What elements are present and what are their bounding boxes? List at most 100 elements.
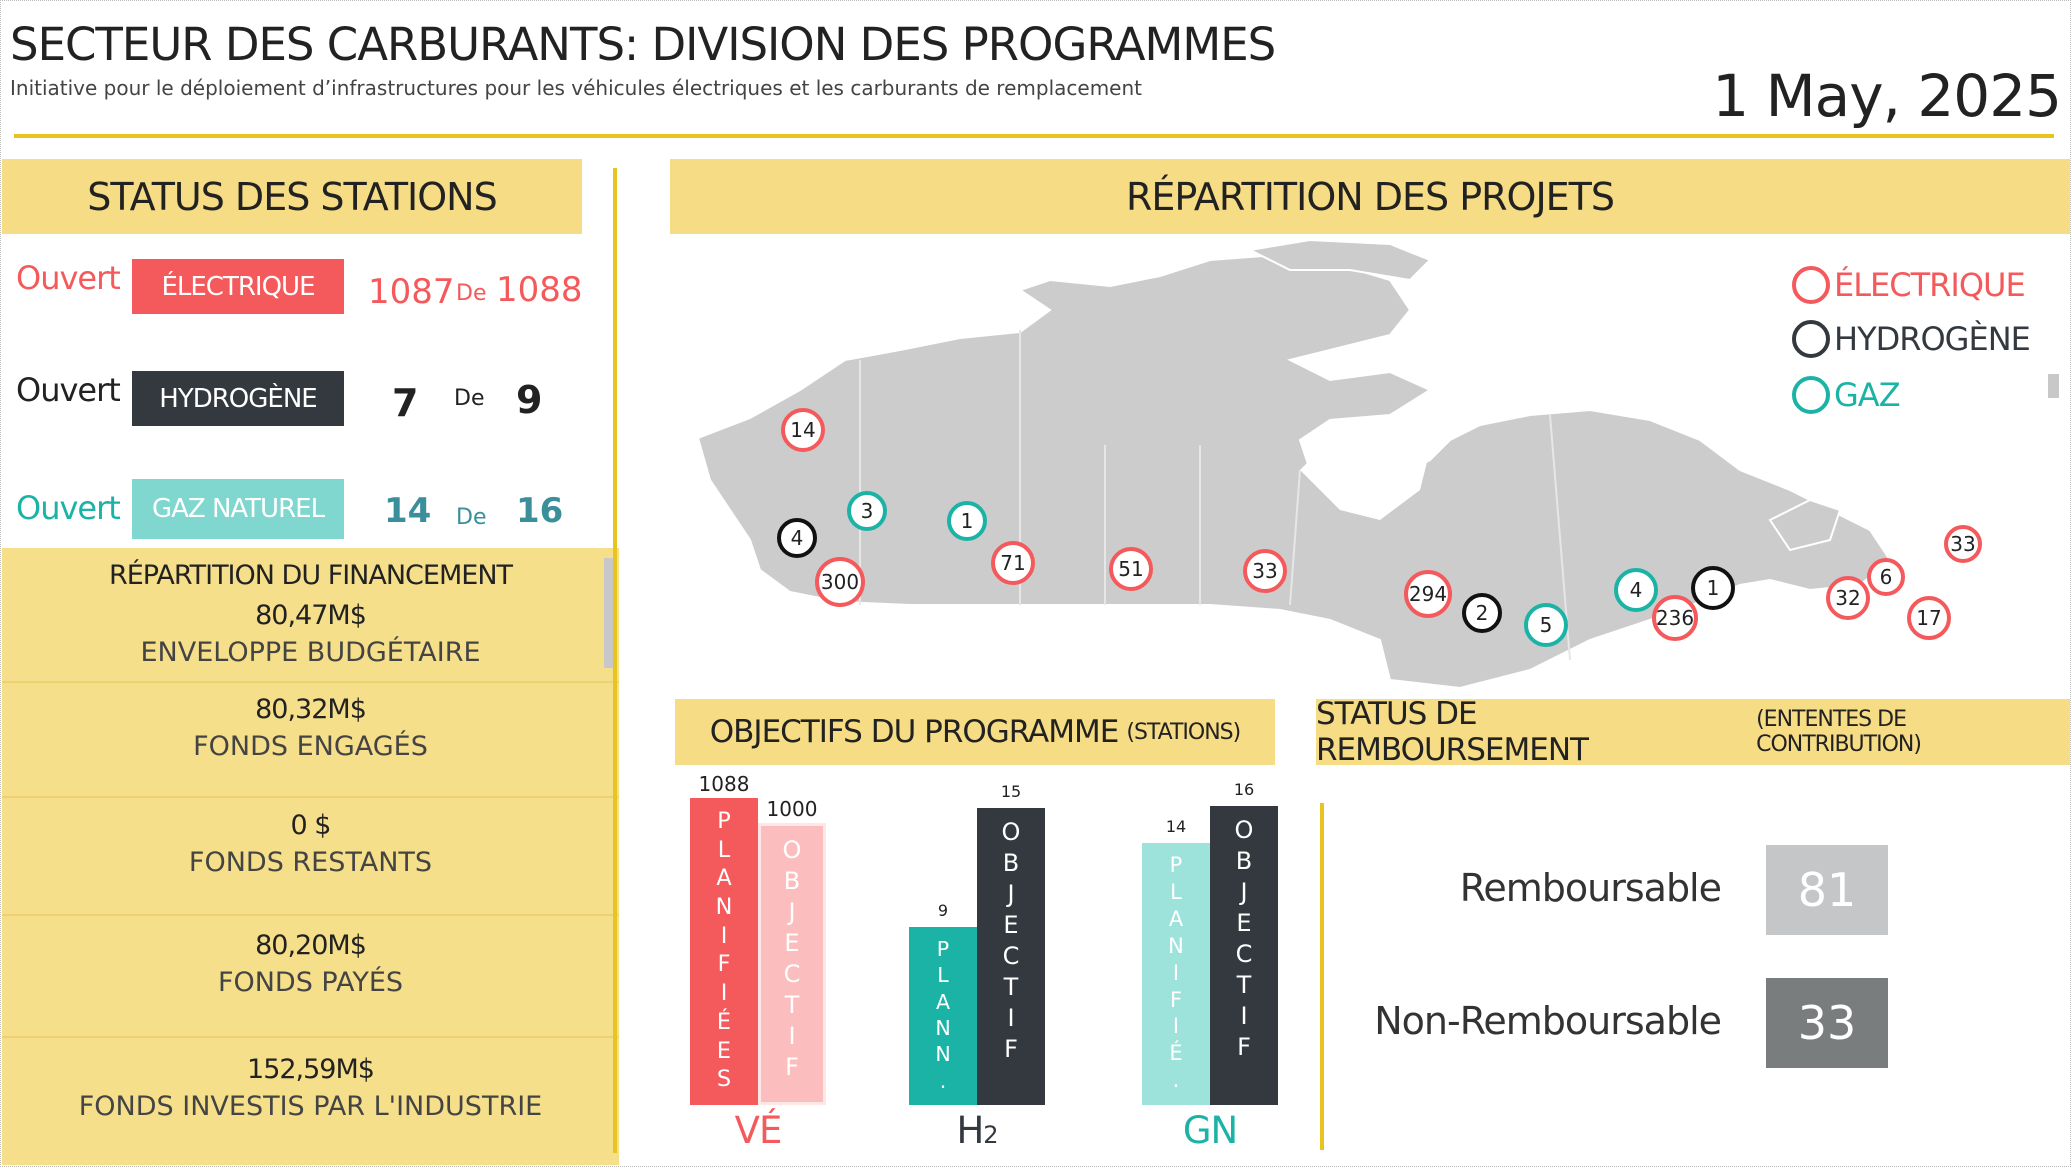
bar-label-letter: J [788, 898, 796, 926]
map-marker-electric[interactable]: 32 [1826, 576, 1870, 620]
bar-label-letter: B [1235, 847, 1253, 875]
objectives-title-text: OBJECTIFS DU PROGRAMME [709, 714, 1120, 750]
map-marker-electric[interactable]: 300 [815, 557, 865, 607]
legend-label: GAZ [1834, 376, 1901, 414]
bar-value-label: 14 [1165, 817, 1187, 837]
legend-electric: ÉLECTRIQUE [1792, 266, 2026, 304]
funding-item-remaining: 0 $ FONDS RESTANTS [2, 810, 619, 878]
bar-label-letter: E [716, 1037, 732, 1064]
map-marker-hydrogen[interactable]: 1 [1691, 566, 1735, 610]
projects-panel-title: RÉPARTITION DES PROJETS [670, 159, 2070, 234]
bar-value-label: 15 [1000, 782, 1022, 801]
report-date: 1 May, 2025 [1712, 62, 2062, 130]
bar-label-letter: P [1169, 853, 1183, 878]
page-title: SECTEUR DES CARBURANTS: DIVISION DES PRO… [10, 18, 1276, 71]
bar-value-label: 1088 [698, 772, 750, 796]
map-marker-gas[interactable]: 4 [1614, 568, 1658, 612]
legend-label: HYDROGÈNE [1834, 320, 2031, 358]
funding-item-engaged: 80,32M$ FONDS ENGAGÉS [2, 694, 619, 762]
bar-label-letter: F [785, 1053, 799, 1081]
map-marker-gas[interactable]: 1 [947, 501, 987, 541]
legend-ring-icon [1792, 376, 1830, 414]
bar-label-letter: S [716, 1066, 732, 1093]
station-open-label: Ouvert [16, 259, 121, 297]
legend-label: ÉLECTRIQUE [1834, 266, 2026, 304]
bar-label-letter: O [1001, 818, 1021, 846]
category-label-VÉ: VÉ [734, 1109, 783, 1152]
stations-panel-title: STATUS DES STATIONS [2, 159, 582, 234]
map-marker-gas[interactable]: 3 [847, 491, 887, 531]
funding-label: FONDS INVESTIS PAR L'INDUSTRIE [78, 1091, 543, 1122]
map-marker-gas[interactable]: 5 [1524, 603, 1568, 647]
bar-value-label: 9 [937, 900, 949, 920]
map-marker-electric[interactable]: 294 [1404, 570, 1452, 618]
map-marker-electric[interactable]: 236 [1652, 595, 1698, 641]
map-marker-hydrogen[interactable]: 2 [1462, 593, 1502, 633]
station-row-electric: Ouvert ÉLECTRIQUE 1087 De 1088 [0, 255, 600, 325]
reimbursement-divider [1320, 803, 1324, 1150]
bar-label-letter: F [717, 951, 731, 978]
station-row-gas: Ouvert GAZ NATUREL 14 De 16 [0, 477, 600, 547]
station-de-label: De [454, 386, 485, 411]
funding-title: RÉPARTITION DU FINANCEMENT [2, 560, 619, 591]
funding-value: 152,59M$ [247, 1054, 375, 1085]
funding-item-industry: 152,59M$ FONDS INVESTIS PAR L'INDUSTRIE [2, 1054, 619, 1122]
map-marker-electric[interactable]: 71 [991, 541, 1035, 585]
funding-scrollbar[interactable] [604, 558, 614, 668]
bar-label-letter: A [935, 989, 951, 1014]
funding-divider [2, 914, 619, 916]
bar-label-letter: A [1168, 907, 1184, 932]
bar-label-letter: F [1169, 987, 1183, 1012]
reimbursable-value: 81 [1766, 845, 1888, 935]
map-marker-hydrogen[interactable]: 4 [777, 518, 817, 558]
bar-label-letter: . [1172, 1068, 1180, 1093]
bar-label-letter: O [782, 836, 802, 864]
bar-label-letter: L [1170, 880, 1182, 905]
legend-ring-icon [1792, 266, 1830, 304]
hudson-bay [1300, 430, 1430, 520]
funding-label: ENVELOPPE BUDGÉTAIRE [140, 637, 481, 668]
bar-label-letter: E [1003, 911, 1019, 939]
funding-item-budget: 80,47M$ ENVELOPPE BUDGÉTAIRE [2, 600, 619, 668]
map-marker-electric[interactable]: 17 [1907, 596, 1951, 640]
bar-label-letter: N [935, 1015, 951, 1040]
bar-label-letter: J [1007, 880, 1015, 908]
bar-label-letter: I [1240, 1002, 1248, 1030]
bar-label-letter: É [716, 1008, 732, 1035]
category-label-GN: GN [1182, 1109, 1238, 1152]
bar-label-letter: A [716, 865, 732, 892]
bar-label-letter: . [939, 1068, 947, 1093]
funding-value: 80,20M$ [255, 930, 367, 961]
station-row-hydrogen: Ouvert HYDROGÈNE 7 De 9 [0, 366, 600, 436]
funding-value: 80,47M$ [255, 600, 367, 631]
bar-label-letter: C [783, 960, 801, 988]
header-divider [14, 134, 2054, 138]
map-marker-electric[interactable]: 33 [1944, 525, 1982, 563]
canada-arctic-islands [1246, 240, 1432, 282]
reimbursement-title-text: STATUS DE REMBOURSEMENT [1316, 696, 1589, 768]
category-label-subscript: 2 [983, 1121, 998, 1149]
legend-ring-icon [1792, 320, 1830, 358]
station-de-label: De [456, 505, 487, 530]
bar-value-label: 1000 [766, 797, 818, 821]
map-marker-electric[interactable]: 6 [1867, 558, 1905, 596]
funding-divider [2, 796, 619, 798]
station-type-badge-electric: ÉLECTRIQUE [132, 259, 344, 314]
bar-label-letter: N [1168, 933, 1184, 958]
station-open-count: 7 [392, 381, 419, 425]
map-scrollbar[interactable] [2048, 374, 2059, 398]
bar-label-letter: T [1236, 971, 1252, 999]
map-marker-electric[interactable]: 51 [1109, 547, 1153, 591]
funding-divider [2, 1036, 619, 1038]
map-marker-electric[interactable]: 14 [781, 408, 825, 452]
map-marker-electric[interactable]: 33 [1243, 549, 1287, 593]
bar-label-letter: I [1172, 1014, 1180, 1039]
objectives-panel-title: OBJECTIFS DU PROGRAMME (STATIONS) [675, 699, 1275, 765]
newfoundland [1768, 498, 1842, 552]
